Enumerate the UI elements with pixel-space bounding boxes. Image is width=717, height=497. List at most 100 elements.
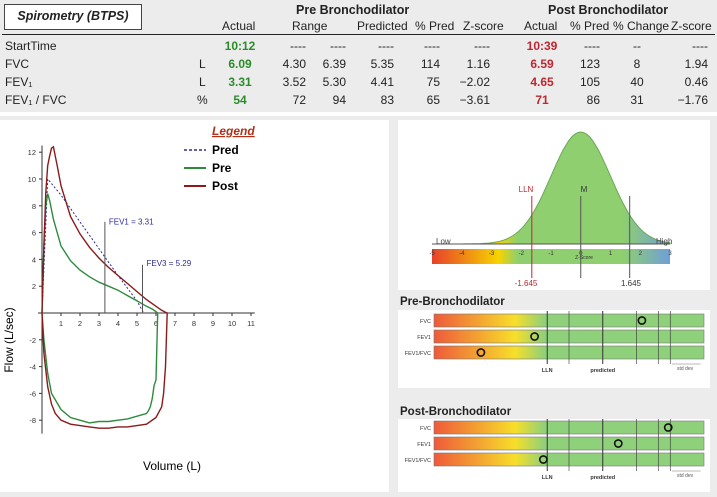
- fvc-predicted: 5.35: [370, 57, 394, 71]
- bell-uln-value: 1.645: [621, 279, 642, 288]
- pre-zscore-bars-chart: FVC FEV1 FEV1/FVC LLN predicted std dev: [405, 311, 705, 374]
- x-tick-label: 10: [228, 319, 236, 328]
- bell-high-label: High: [656, 237, 672, 246]
- x-tick-label: 2: [78, 319, 82, 328]
- zscore-bar-label: FEV1: [417, 335, 431, 341]
- fev1-fvc-range-lo: 72: [292, 93, 306, 107]
- flow-volume-panel: 1 2 3 4 5 6 7 8 9 10 11 -8 -6 -4 -2 2 4 6 8 10 12 FEV1 = 3.3…: [0, 120, 389, 492]
- x-tick-label: 5: [135, 319, 139, 328]
- pre-bronchodilator-group-header: Pre Bronchodilator: [296, 3, 410, 17]
- zscore-point-fev1-fvc: [538, 455, 548, 464]
- x-tick-label: 4: [116, 319, 120, 328]
- y-tick-label: -4: [29, 363, 36, 372]
- fev1-fvc-unit: %: [197, 93, 208, 107]
- legend-pre-label: Pre: [212, 161, 232, 175]
- zscore-bar-label: FEV1: [417, 442, 431, 448]
- col-header-zscore: Z-score: [463, 19, 504, 33]
- fev1-post-actual: 4.65: [530, 75, 554, 89]
- zscore-bar-label: FEV1/FVC: [405, 351, 431, 357]
- bell-tick-label: -2: [519, 251, 525, 257]
- fvc-post-actual: 6.59: [530, 57, 554, 71]
- fev3-annotation: FEV3 = 5.29: [147, 259, 192, 268]
- fev1-fvc-post-pct-pred: 86: [586, 93, 600, 107]
- fvc-actual: 6.09: [228, 57, 252, 71]
- header-divider: [2, 34, 715, 35]
- fev1-fvc-range-hi: 94: [332, 93, 346, 107]
- row-name-fev1: FEV₁: [5, 75, 33, 89]
- fev1-fvc-predicted: 83: [380, 93, 394, 107]
- col-header-post-zscore: Z-score: [671, 19, 712, 33]
- x-tick-label: 6: [154, 319, 158, 328]
- zscore-bar-label: FVC: [420, 319, 431, 325]
- bell-tick-label: 1: [609, 251, 613, 257]
- legend-post-label: Post: [212, 179, 238, 193]
- x-tick-label: 9: [211, 319, 215, 328]
- starttime-pct-pred: ----: [424, 39, 440, 53]
- predicted-axis-label: predicted: [590, 475, 615, 481]
- y-tick-label: 4: [32, 255, 36, 264]
- report-title-box: Spirometry (BTPS): [4, 4, 142, 30]
- y-tick-label: -8: [29, 416, 36, 425]
- row-name-fvc: FVC: [5, 57, 29, 71]
- col-header-post-actual: Actual: [524, 19, 558, 33]
- series-pred-line: [41, 177, 145, 314]
- zscore-gradient-band: [432, 249, 670, 264]
- pre-bronchodilator-title: Pre-Bronchodilator: [400, 296, 505, 308]
- bell-lln-value: -1.645: [515, 279, 538, 288]
- fev1-post-pct-pred: 105: [579, 75, 600, 89]
- fev1-pct-pred: 75: [426, 75, 440, 89]
- fev1-zscore: −2.02: [459, 75, 490, 89]
- post-bronchodilator-title: Post-Bronchodilator: [400, 406, 512, 418]
- fev1-actual: 3.31: [228, 75, 252, 89]
- fev1-pct-change: 40: [630, 75, 644, 89]
- starttime-range-lo: ----: [290, 39, 306, 53]
- bell-tick-label: -4: [459, 251, 465, 257]
- zscore-point-fev1-fvc: [476, 348, 486, 357]
- fev1-fvc-post-actual: 71: [535, 93, 549, 107]
- lln-axis-label: LLN: [542, 368, 553, 374]
- bell-tick-label: 3: [668, 251, 672, 257]
- bell-curve: [432, 131, 671, 245]
- row-name-fev1-fvc: FEV₁ / FVC: [5, 93, 67, 107]
- fev1-range-lo: 3.52: [282, 75, 306, 89]
- fvc-unit: L: [199, 57, 206, 71]
- fvc-range-hi: 6.39: [322, 57, 346, 71]
- bell-mean-label: M: [581, 185, 588, 194]
- starttime-zscore: ----: [474, 39, 490, 53]
- bell-tick-label: -1: [548, 251, 554, 257]
- col-header-actual: Actual: [222, 19, 256, 33]
- starttime-post-actual: 10:39: [526, 39, 558, 53]
- starttime-post-pct-pred: ----: [584, 39, 600, 53]
- legend-pred-label: Pred: [212, 143, 239, 157]
- table-bottom-band: [0, 112, 717, 116]
- fvc-post-zscore: 1.94: [684, 57, 708, 71]
- x-tick-label: 7: [173, 319, 177, 328]
- fev1-post-zscore: 0.46: [684, 75, 708, 89]
- bell-low-label: Low: [436, 237, 451, 246]
- col-header-predicted: Predicted: [357, 19, 408, 33]
- legend: Legend Pred Pre Post: [184, 124, 255, 193]
- starttime-predicted: ----: [378, 39, 394, 53]
- x-tick-label: 8: [192, 319, 196, 328]
- zscore-bar-label: FVC: [420, 426, 431, 432]
- y-tick-label: -2: [29, 336, 36, 345]
- fvc-pct-pred: 114: [420, 57, 440, 71]
- fev1-fvc-post-zscore: −1.76: [677, 93, 708, 107]
- zscore-point-fev1: [613, 439, 623, 448]
- zscore-point-fvc: [663, 423, 673, 432]
- x-tick-label: 1: [59, 319, 63, 328]
- y-tick-label: 12: [28, 148, 36, 157]
- x-axis-label: Volume (L): [143, 459, 201, 473]
- zscore-bar-label: FEV1/FVC: [405, 458, 431, 464]
- col-header-pct-change: % Change: [613, 19, 670, 33]
- starttime-pct-change: --: [633, 39, 641, 53]
- y-tick-label: 8: [32, 202, 36, 211]
- fev1-fvc-pct-change: 31: [630, 93, 644, 107]
- post-zscore-bars-chart: FVC FEV1 FEV1/FVC LLN predicted std dev: [405, 418, 705, 481]
- y-tick-label: 6: [32, 229, 36, 238]
- bell-tick-label: -3: [489, 251, 495, 257]
- fev1-fvc-zscore: −3.61: [459, 93, 490, 107]
- zscore-distribution-panel: -5-4-3-2-10123 Low High LLN M Z-Score -1…: [398, 120, 710, 290]
- starttime-actual: 10:12: [224, 39, 256, 53]
